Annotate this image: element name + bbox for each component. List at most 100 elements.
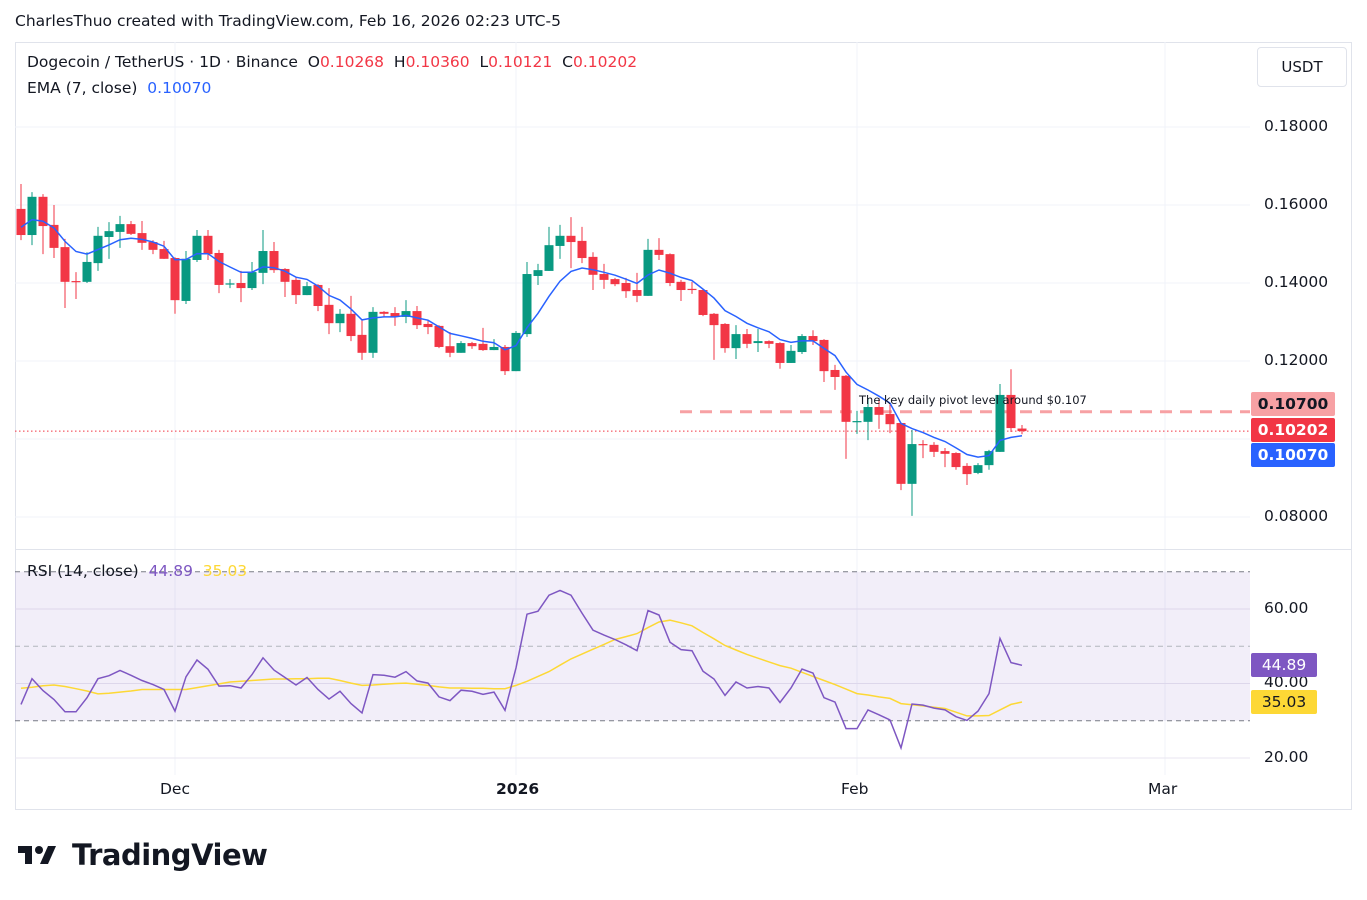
candle-body xyxy=(500,346,510,372)
candle xyxy=(797,334,807,354)
candle xyxy=(434,325,444,349)
candle-body xyxy=(434,325,444,347)
candle xyxy=(1006,369,1016,432)
candle xyxy=(599,263,609,289)
candle-body xyxy=(313,284,323,307)
candle-body xyxy=(181,258,191,301)
candle-body xyxy=(995,394,1005,452)
candle xyxy=(775,342,785,369)
candle-body xyxy=(379,311,389,314)
candle-body xyxy=(302,286,312,296)
rsi-legend: RSI (14, close) 44.89 35.03 xyxy=(27,562,247,580)
chart-credit: CharlesThuo created with TradingView.com… xyxy=(15,12,561,30)
candle xyxy=(720,323,730,353)
candle-body xyxy=(71,281,81,283)
candle xyxy=(1017,424,1027,435)
candle-body xyxy=(753,341,763,344)
candle xyxy=(610,277,620,287)
ema-label[interactable]: EMA (7, close) xyxy=(27,79,138,97)
candle xyxy=(379,311,389,317)
x-tick-label: 2026 xyxy=(496,780,540,798)
candle xyxy=(291,277,301,305)
candle-body xyxy=(335,313,345,324)
candle xyxy=(643,238,653,296)
ema-line xyxy=(20,218,1023,458)
rsi-tick-label: 60.00 xyxy=(1264,599,1309,617)
candle xyxy=(236,270,246,303)
candle xyxy=(841,375,851,459)
candle-body xyxy=(16,208,26,236)
candle-body xyxy=(489,346,499,351)
candle-body xyxy=(687,288,697,291)
candle xyxy=(621,277,631,298)
candle-body xyxy=(797,336,807,353)
candle-body xyxy=(709,313,719,326)
candle xyxy=(709,313,719,360)
candle-body xyxy=(1006,394,1016,429)
candle xyxy=(82,252,92,283)
candle-body xyxy=(236,283,246,289)
candles xyxy=(16,183,1027,516)
candle-body xyxy=(522,274,532,335)
tradingview-logo-icon xyxy=(18,846,56,864)
candle-body xyxy=(357,334,367,353)
symbol-name[interactable]: Dogecoin / TetherUS · 1D · Binance xyxy=(27,53,298,71)
candle xyxy=(137,220,147,250)
low-value: 0.10121 xyxy=(488,53,553,71)
candle xyxy=(731,325,741,360)
candle-body xyxy=(60,247,70,282)
candle-body xyxy=(49,224,59,248)
rsi-ma-value-label: 35.03 xyxy=(1251,690,1317,714)
candle xyxy=(16,183,26,241)
pivot-price-label: 0.10700 xyxy=(1251,392,1335,416)
candle xyxy=(665,253,675,287)
candle xyxy=(819,339,829,383)
candle xyxy=(753,329,763,353)
rsi-guides xyxy=(15,571,1250,722)
candle xyxy=(786,345,796,363)
candle-body xyxy=(588,256,598,275)
candle xyxy=(742,329,752,349)
x-tick-label: Dec xyxy=(160,780,190,798)
high-label: H xyxy=(393,53,406,71)
candle xyxy=(38,194,48,255)
candle xyxy=(577,226,587,264)
candle-body xyxy=(621,283,631,292)
candle-body xyxy=(159,249,169,259)
candle xyxy=(929,442,939,457)
tradingview-logo[interactable]: TradingView xyxy=(18,838,268,872)
candle-body xyxy=(38,196,48,227)
candle-body xyxy=(27,196,37,236)
candle xyxy=(874,398,884,429)
candle xyxy=(60,238,70,308)
candle-body xyxy=(324,304,334,324)
candle-body xyxy=(445,346,455,353)
candle xyxy=(489,339,499,351)
x-tick-label: Mar xyxy=(1148,780,1178,798)
currency-button[interactable]: USDT xyxy=(1257,47,1347,87)
candle-body xyxy=(951,453,961,468)
candle xyxy=(896,422,906,491)
candle xyxy=(445,332,455,358)
candle-body xyxy=(192,235,202,260)
y-tick-label: 0.14000 xyxy=(1264,273,1329,291)
ema-legend: EMA (7, close) 0.10070 xyxy=(27,79,211,97)
candle xyxy=(49,205,59,259)
candle-body xyxy=(126,224,136,234)
pivot-annotation: The key daily pivot level around $0.107 xyxy=(859,393,1087,407)
candle-body xyxy=(203,235,213,255)
grid xyxy=(15,42,1250,775)
candle-body xyxy=(819,339,829,372)
candle xyxy=(940,447,950,468)
candle xyxy=(456,341,466,353)
candle-body xyxy=(665,254,675,283)
candle-body xyxy=(247,272,257,289)
candle-body xyxy=(566,235,576,243)
rsi-label[interactable]: RSI (14, close) xyxy=(27,562,139,580)
candle xyxy=(478,327,488,351)
x-tick-label: Feb xyxy=(841,780,869,798)
candle-body xyxy=(368,311,378,353)
ema-price-label: 0.10070 xyxy=(1251,443,1335,467)
candle xyxy=(313,284,323,312)
